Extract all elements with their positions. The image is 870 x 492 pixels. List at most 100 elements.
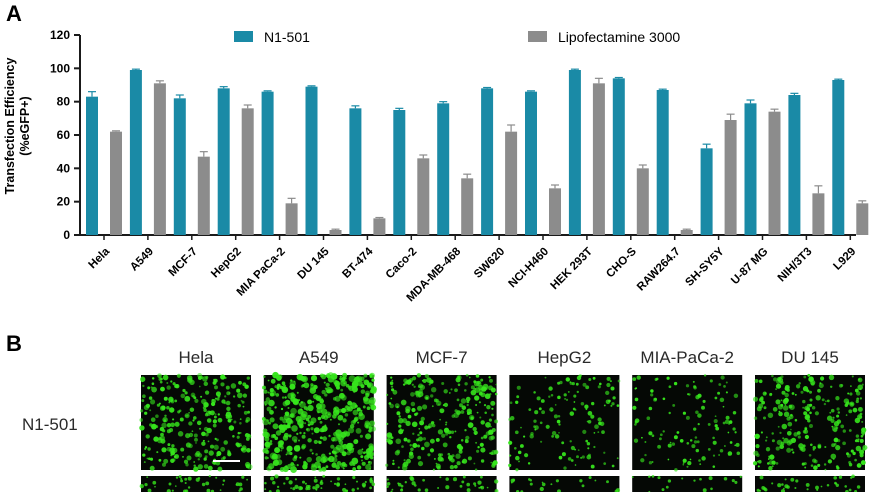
cell-signal <box>217 466 223 472</box>
cell-signal <box>609 380 612 383</box>
cell-signal <box>370 445 373 448</box>
cell-signal <box>242 405 245 408</box>
cell-signal <box>569 440 572 443</box>
cell-signal <box>473 380 480 387</box>
cell-signal <box>174 485 177 487</box>
cell-signal <box>294 478 297 481</box>
cell-signal <box>857 384 863 391</box>
cell-signal <box>168 401 171 404</box>
cell-signal <box>311 432 314 435</box>
cell-signal <box>184 391 188 395</box>
cell-signal <box>483 434 488 439</box>
cell-signal <box>569 381 572 384</box>
cell-signal <box>603 451 606 454</box>
cell-signal <box>206 418 212 423</box>
cell-signal <box>483 404 487 407</box>
cell-signal <box>657 444 662 449</box>
cell-signal <box>144 446 148 449</box>
cell-signal <box>492 460 498 466</box>
cell-signal <box>207 440 210 443</box>
cell-signal <box>368 428 372 433</box>
cell-signal <box>288 434 292 438</box>
cell-signal <box>472 426 477 432</box>
cell-signal <box>342 372 348 378</box>
y-tick-label: 40 <box>57 161 71 175</box>
cell-signal <box>771 482 774 485</box>
cell-signal <box>465 396 471 402</box>
legend: N1-501 Lipofectamine 3000 <box>234 29 680 45</box>
cell-signal <box>315 484 320 489</box>
cell-signal <box>386 482 391 486</box>
cell-signal <box>759 475 764 480</box>
cell-signal <box>206 488 211 492</box>
cell-signal <box>286 445 293 452</box>
cell-signal <box>588 475 592 480</box>
cell-signal <box>824 445 827 449</box>
cell-signal <box>724 445 726 447</box>
cell-signal <box>319 420 323 424</box>
cell-signal <box>151 382 155 386</box>
cell-signal <box>352 409 359 416</box>
cell-signal <box>462 458 468 464</box>
cell-signal <box>805 482 810 487</box>
cell-signal <box>239 422 242 425</box>
cell-signal <box>242 393 248 398</box>
cell-signal <box>719 448 724 453</box>
bar-lipofectamine-3000-caco-2 <box>417 158 430 235</box>
cell-signal <box>603 404 606 407</box>
cell-signal <box>763 406 767 410</box>
cell-signal <box>857 406 863 412</box>
cell-signal <box>805 413 810 419</box>
cell-signal <box>386 478 389 481</box>
cell-signal <box>687 393 690 396</box>
column-headers: Hela A549 MCF-7 HepG2 MIA-PaCa-2 DU 145 <box>179 348 839 367</box>
cell-signal <box>246 478 249 481</box>
cell-signal <box>404 381 408 385</box>
cell-signal <box>859 449 865 455</box>
cell-signal <box>170 422 175 428</box>
cell-signal <box>567 390 570 393</box>
cell-signal <box>478 401 481 404</box>
bar-n1-501-bt-474 <box>349 108 362 235</box>
cell-signal <box>292 398 299 405</box>
micrograph-background <box>755 476 865 492</box>
cell-signal <box>813 459 818 464</box>
cell-signal <box>355 375 363 383</box>
bar-n1-501-l929 <box>832 80 845 235</box>
cell-signal <box>516 385 521 390</box>
cell-signal <box>717 391 721 395</box>
cell-signal <box>214 385 218 390</box>
cell-signal <box>343 382 346 385</box>
cell-signal <box>485 422 491 428</box>
cell-signal <box>686 441 690 445</box>
cell-signal <box>854 417 861 424</box>
cell-signal <box>299 431 302 435</box>
cell-signal <box>289 426 292 429</box>
legend-swatch-lipofectamine <box>528 31 547 42</box>
cell-signal <box>693 440 698 444</box>
cell-signal <box>142 384 145 388</box>
bar-lipofectamine-3000-mcf-7 <box>197 156 210 235</box>
cell-signal <box>239 418 242 420</box>
cell-signal <box>166 429 171 434</box>
cell-signal <box>528 408 532 412</box>
cell-signal <box>809 398 813 402</box>
cell-signal <box>439 476 442 479</box>
cell-signal <box>424 441 430 448</box>
cell-signal <box>826 415 833 421</box>
cell-signal <box>320 487 323 490</box>
cell-signal <box>787 421 793 427</box>
cell-signal <box>466 400 470 404</box>
cell-signal <box>300 413 307 421</box>
cell-signal <box>152 480 157 485</box>
cell-signal <box>417 385 421 388</box>
cell-signal <box>226 406 231 411</box>
cell-signal <box>812 445 817 450</box>
cell-signal <box>576 390 580 394</box>
cell-signal <box>435 398 439 403</box>
cell-signal <box>396 411 401 416</box>
cell-signal <box>180 477 183 480</box>
cell-signal <box>586 441 591 446</box>
cell-signal <box>160 432 164 437</box>
cell-signal <box>363 373 368 378</box>
